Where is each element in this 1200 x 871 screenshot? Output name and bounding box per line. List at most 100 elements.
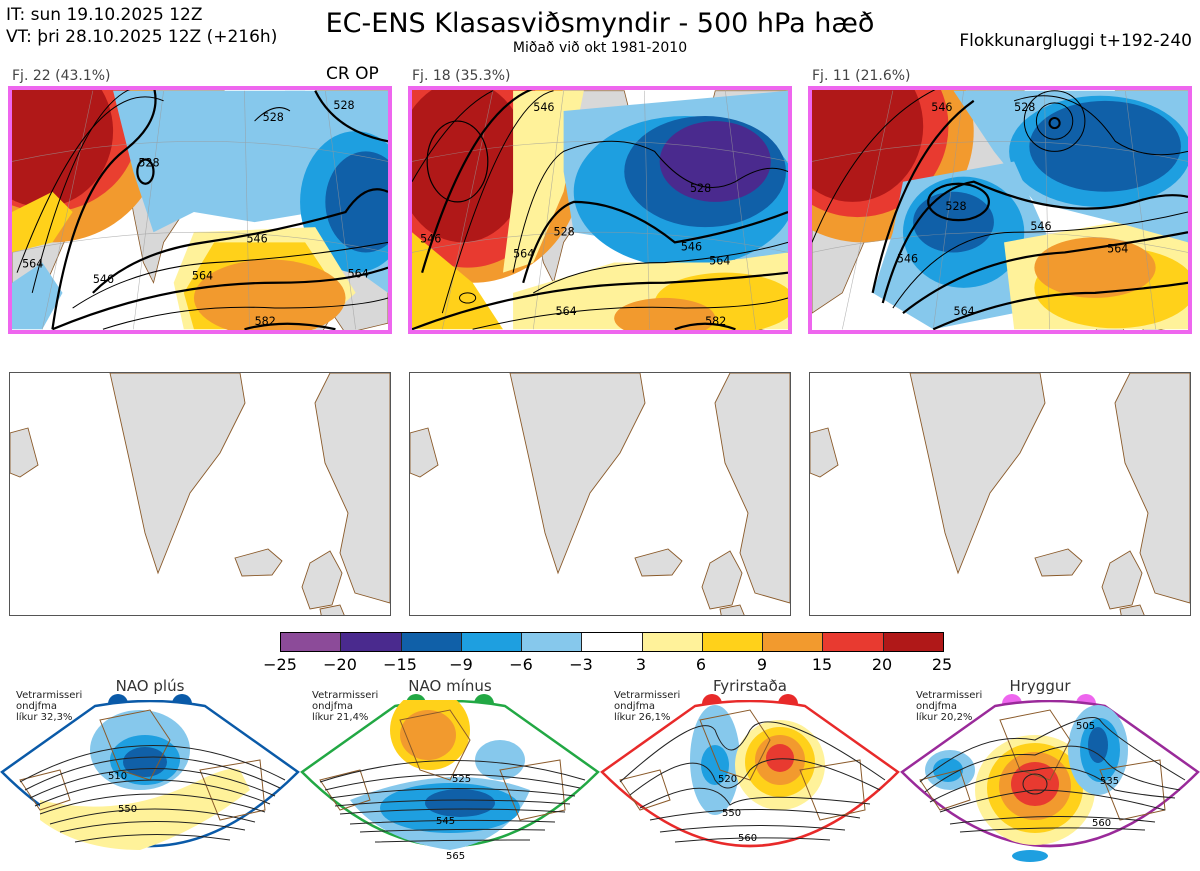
contour-label: 545 [436, 816, 455, 827]
contour-label: 582 [255, 315, 276, 328]
colorbar-segment [522, 633, 583, 651]
blank-map-svg [10, 373, 390, 615]
colorbar-segment [281, 633, 342, 651]
colorbar [280, 632, 944, 652]
cluster-1-blank-map [9, 372, 391, 616]
contour-label: 550 [118, 804, 137, 815]
regime-3-info: Vetrarmisseri ondjfma líkur 26,1% [614, 690, 680, 723]
regime-info-line: líkur 32,3% [16, 712, 73, 723]
regime-4-name: Hryggur [1009, 677, 1071, 695]
contour-label: 546 [897, 253, 918, 266]
regime-info-line: líkur 20,2% [916, 712, 973, 723]
contour-label: 528 [1014, 101, 1035, 114]
colorbar-tick: 20 [871, 655, 893, 674]
contour-label: 565 [446, 851, 465, 862]
cluster-1-map: 528 528 528 546 546 564 564 564 582 [8, 86, 392, 334]
regime-3-name: Fyrirstaða [713, 677, 787, 695]
contour-label: 525 [452, 774, 471, 785]
contour-label: 546 [533, 101, 554, 114]
contour-label: 564 [709, 255, 730, 268]
colorbar-segment [702, 633, 764, 651]
regime-1-map: 510 550 [0, 700, 300, 850]
regime-info-line: Vetrarmisseri [614, 690, 681, 701]
cluster-3-map: 546 528 528 546 564 564 546 [808, 86, 1192, 334]
contour-label: 564 [513, 248, 534, 261]
regime-2-map: 525 545 565 [300, 700, 600, 862]
contour-label: 546 [681, 240, 702, 253]
anomaly-positive-2 [193, 259, 346, 330]
regime-1-info: Vetrarmisseri ondjfma líkur 32,3% [16, 690, 82, 723]
page-title: EC-ENS Klasasviðsmyndir - 500 hPa hæð [325, 8, 875, 39]
init-time: IT: sun 19.10.2025 12Z [6, 5, 203, 25]
contour-label: 564 [348, 268, 369, 281]
cluster-1-op-tag: CR OP [326, 64, 379, 84]
contour-label: 564 [556, 305, 577, 318]
contour-label: 528 [333, 99, 354, 112]
colorbar-tick: 25 [931, 655, 953, 674]
contour-label: 528 [138, 157, 159, 170]
contour-label: 546 [93, 273, 114, 286]
cluster-2-map: 546 546 528 546 564 564 564 582 528 [408, 86, 792, 334]
regime-3-map: 520 550 560 [600, 700, 900, 848]
contour-label: 546 [1030, 220, 1051, 233]
colorbar-tick: 3 [635, 655, 647, 674]
colorbar-tick: −9 [449, 655, 473, 674]
forecast-times: IT: sun 19.10.2025 12Z VT: þri 28.10.202… [6, 4, 277, 48]
regime-info-line: líkur 21,4% [312, 712, 369, 723]
contour-label: 550 [722, 808, 741, 819]
contour-label: 528 [945, 200, 966, 213]
regime-info-line: Vetrarmisseri [312, 690, 379, 701]
contour-label: 560 [1092, 818, 1111, 829]
contour-label: 528 [263, 111, 284, 124]
blank-map-svg [810, 373, 1190, 615]
contour-label: 560 [738, 833, 757, 844]
colorbar-segment [461, 633, 523, 651]
colorbar-tick: −3 [569, 655, 593, 674]
colorbar-tick: 15 [811, 655, 833, 674]
colorbar-segment [401, 633, 462, 651]
classification-window: Flokkunargluggi t+192-240 [959, 31, 1192, 51]
colorbar-tick: 9 [756, 655, 768, 674]
contour-label: 546 [246, 232, 267, 245]
colorbar-tick: −25 [263, 655, 297, 674]
regime-4-info: Vetrarmisseri ondjfma líkur 20,2% [916, 690, 982, 723]
contour-label: 564 [22, 258, 43, 271]
regime-2-info: Vetrarmisseri ondjfma líkur 21,4% [312, 690, 378, 723]
contour-label: 564 [954, 305, 975, 318]
regime-info-line: ondjfma [916, 701, 957, 712]
contour-label: 520 [718, 774, 737, 785]
cluster-1-svg: 528 528 528 546 546 564 564 564 582 [12, 90, 388, 330]
contour-label: 505 [1076, 721, 1095, 732]
colorbar-segment [341, 633, 402, 651]
colorbar-segment [883, 633, 943, 651]
cluster-3-label: Fj. 11 (21.6%) [812, 68, 911, 84]
colorbar-tick: 6 [695, 655, 707, 674]
contour-label: 564 [192, 270, 213, 283]
colorbar-tick: −15 [383, 655, 417, 674]
regime-info-line: líkur 26,1% [614, 712, 671, 723]
anomaly-negative [12, 262, 63, 330]
cluster-2-label: Fj. 18 (35.3%) [412, 68, 511, 84]
regime-info-line: ondjfma [614, 701, 655, 712]
colorbar-segment [823, 633, 884, 651]
contour-label: 546 [931, 101, 952, 114]
cluster-2-svg: 546 546 528 546 564 564 564 582 528 [412, 90, 788, 330]
regime-4-map: 505 535 560 [900, 700, 1200, 862]
contour-label: 535 [1100, 776, 1119, 787]
regime-info-line: Vetrarmisseri [916, 690, 983, 701]
valid-time: VT: þri 28.10.2025 12Z (+216h) [6, 27, 278, 47]
cluster-3-svg: 546 528 528 546 564 564 546 [812, 90, 1188, 330]
contour-label: 528 [690, 182, 711, 195]
contour-label: 582 [705, 315, 726, 328]
regime-info-line: Vetrarmisseri [16, 690, 83, 701]
regime-1-name: NAO plús [115, 677, 185, 695]
contour-label: 510 [108, 771, 127, 782]
regime-2-name: NAO mínus [408, 677, 492, 695]
cluster-1-label: Fj. 22 (43.1%) [12, 68, 111, 84]
contour-label: 528 [554, 225, 575, 238]
colorbar-segment [642, 633, 703, 651]
colorbar-tick: −6 [509, 655, 533, 674]
contour-label: 546 [420, 232, 441, 245]
blank-map-svg [410, 373, 790, 615]
colorbar-tick: −20 [323, 655, 357, 674]
